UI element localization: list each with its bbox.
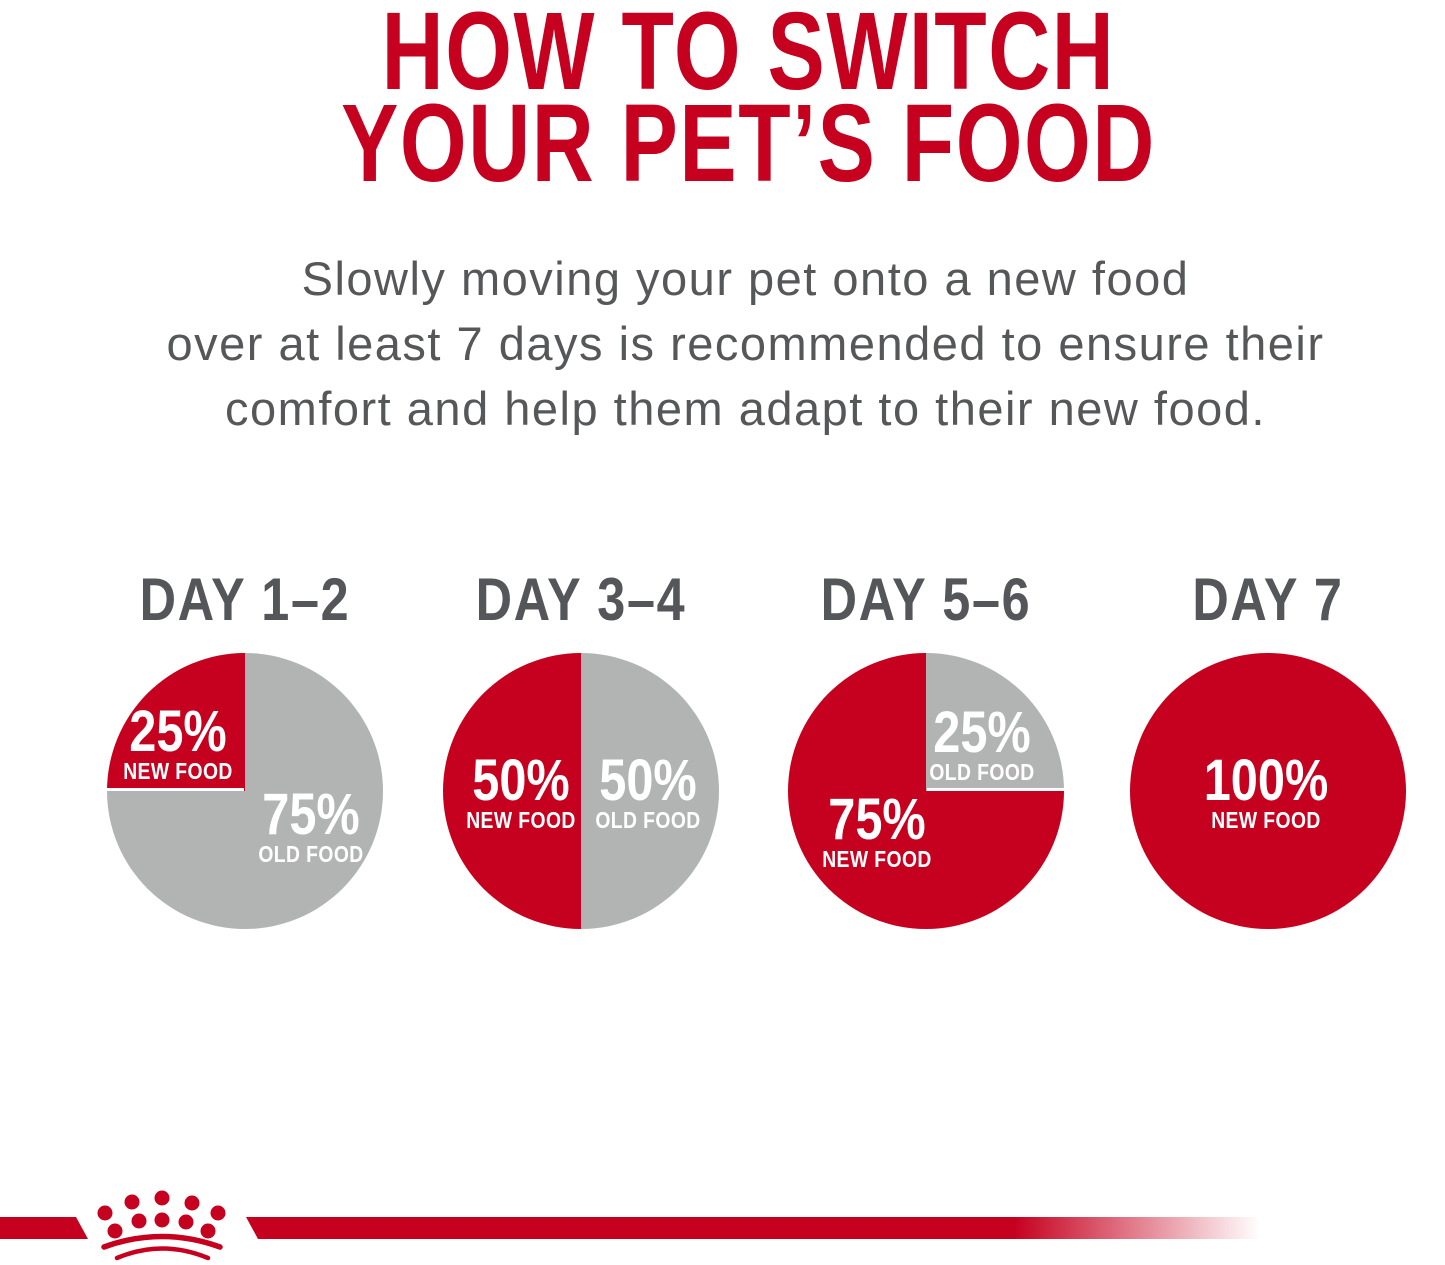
old-food-percent: 25% xyxy=(933,700,1031,765)
new-food-caption: NEW FOOD xyxy=(466,807,576,833)
old-food-caption: OLD FOOD xyxy=(258,841,364,867)
new-food-percent: 100% xyxy=(1203,748,1329,813)
old-food-slice-label: 50% OLD FOOD xyxy=(595,748,701,833)
page-title: HOW TO SWITCH YOUR PET’S FOOD xyxy=(185,0,1312,205)
day-1-2-label: DAY 1–2 xyxy=(139,566,351,633)
page-title-line-1: HOW TO SWITCH xyxy=(381,0,1116,113)
old-food-caption: OLD FOOD xyxy=(929,759,1035,785)
old-food-slice-label: 75% OLD FOOD xyxy=(258,782,364,867)
pie-chart-day-5-6: 25% OLD FOOD 75% NEW FOOD xyxy=(788,653,1064,929)
day-5-6-label: DAY 5–6 xyxy=(820,566,1032,633)
day-5-6-chart: DAY 5–6 25% OLD FOOD 75% NEW FOOD xyxy=(756,570,1096,929)
slice-divider xyxy=(927,788,1064,791)
new-food-slice-label: 25% NEW FOOD xyxy=(123,699,233,784)
pie-chart-day-7: 100% NEW FOOD xyxy=(1130,653,1406,929)
slice-divider xyxy=(107,788,244,791)
old-food-percent: 75% xyxy=(262,782,360,847)
new-food-slice-label: 50% NEW FOOD xyxy=(466,748,576,833)
new-food-percent: 25% xyxy=(129,699,227,764)
old-food-slice-label: 25% OLD FOOD xyxy=(929,700,1035,785)
new-food-slice-label: 75% NEW FOOD xyxy=(822,787,932,872)
footer-rule-left xyxy=(0,1217,88,1239)
new-food-caption: NEW FOOD xyxy=(123,758,233,784)
footer-rule-right xyxy=(246,1217,1270,1239)
old-food-caption: OLD FOOD xyxy=(595,807,701,833)
royal-canin-crown-logo xyxy=(97,1190,226,1261)
intro-text: Slowly moving your pet onto a new food o… xyxy=(23,246,1445,441)
old-food-percent: 50% xyxy=(599,748,697,813)
new-food-caption: NEW FOOD xyxy=(822,846,932,872)
intro-text-line-1: Slowly moving your pet onto a new food xyxy=(301,252,1190,305)
pie-chart-day-1-2: 25% NEW FOOD 75% OLD FOOD xyxy=(107,653,383,929)
new-food-percent: 50% xyxy=(472,748,570,813)
page-title-line-2: YOUR PET’S FOOD xyxy=(341,82,1156,205)
day-7-label: DAY 7 xyxy=(1192,566,1344,633)
new-food-slice-label: 100% NEW FOOD xyxy=(1203,748,1329,833)
day-3-4-label: DAY 3–4 xyxy=(475,566,687,633)
day-3-4-chart: DAY 3–4 50% NEW FOOD 50% OLD FOOD xyxy=(411,570,751,929)
day-1-2-chart: DAY 1–2 25% NEW FOOD 75% OLD FOOD xyxy=(75,570,415,929)
pie-chart-day-3-4: 50% NEW FOOD 50% OLD FOOD xyxy=(443,653,719,929)
new-food-percent: 75% xyxy=(828,787,926,852)
intro-text-line-3: comfort and help them adapt to their new… xyxy=(225,382,1266,435)
intro-text-line-2: over at least 7 days is recommended to e… xyxy=(166,317,1325,370)
new-food-caption: NEW FOOD xyxy=(1211,807,1321,833)
day-7-chart: DAY 7 100% NEW FOOD xyxy=(1098,570,1438,929)
